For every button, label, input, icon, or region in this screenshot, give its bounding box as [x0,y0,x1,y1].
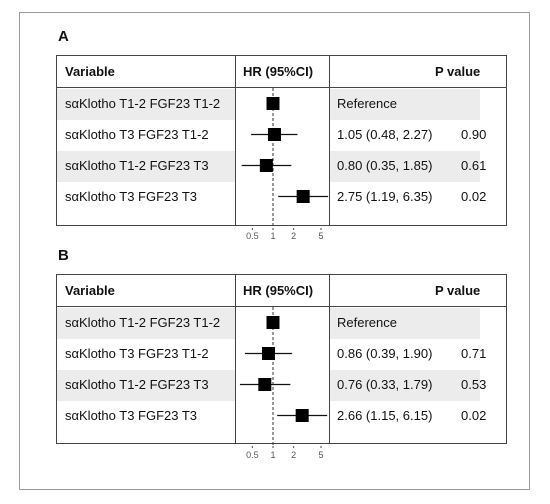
hr-value-text: 2.75 (1.19, 6.35) [337,189,433,204]
row-label: sαKlotho T3 FGF23 T1-2 [65,346,209,361]
table-header: Variable HR (95%CI) P value [57,275,506,307]
column-divider [329,56,330,225]
table-row-right [330,89,480,120]
header-variable: Variable [65,64,115,79]
panel-label: B [58,247,69,264]
table-row-right [330,151,480,182]
p-value: 0.02 [461,408,487,423]
figure-frame [19,12,530,490]
table-row [57,308,235,339]
p-value: 0.90 [461,127,487,142]
table-header: Variable HR (95%CI) P value [57,56,506,88]
header-variable: Variable [65,283,115,298]
panel-label: A [58,28,69,45]
p-value: 0.53 [461,377,487,392]
column-divider [235,56,236,225]
header-hr: HR (95%CI) [243,283,314,298]
table-row [57,89,235,120]
forest-table: Variable HR (95%CI) P value sαKlotho T1-2 F… [56,55,507,226]
row-label: sαKlotho T1-2 FGF23 T3 [65,158,209,173]
hr-value-text: 2.66 (1.15, 6.15) [337,408,433,423]
p-value: 0.71 [461,346,487,361]
table-row-right [330,308,480,339]
column-divider [329,275,330,443]
row-label: sαKlotho T3 FGF23 T1-2 [65,127,209,142]
row-label: sαKlotho T1-2 FGF23 T3 [65,377,209,392]
row-label: sαKlotho T3 FGF23 T3 [65,408,198,423]
forest-table: Variable HR (95%CI) P value sαKlotho T1-2 F… [56,274,507,444]
header-p-value: P value [435,64,481,79]
row-label: sαKlotho T1-2 FGF23 T1-2 [65,315,221,330]
row-label: sαKlotho T1-2 FGF23 T1-2 [65,96,221,111]
hr-value-text: 0.80 (0.35, 1.85) [337,158,433,173]
table-row-right [330,370,480,401]
hr-value-text: Reference [337,96,397,111]
p-value: 0.02 [461,189,487,204]
table-row [57,151,235,182]
column-divider [235,275,236,443]
hr-value-text: 1.05 (0.48, 2.27) [337,127,433,142]
hr-value-text: Reference [337,315,397,330]
p-value: 0.61 [461,158,487,173]
hr-value-text: 0.86 (0.39, 1.90) [337,346,433,361]
row-label: sαKlotho T3 FGF23 T3 [65,189,198,204]
header-hr: HR (95%CI) [243,64,314,79]
table-row [57,370,235,401]
header-p-value: P value [435,283,481,298]
hr-value-text: 0.76 (0.33, 1.79) [337,377,433,392]
